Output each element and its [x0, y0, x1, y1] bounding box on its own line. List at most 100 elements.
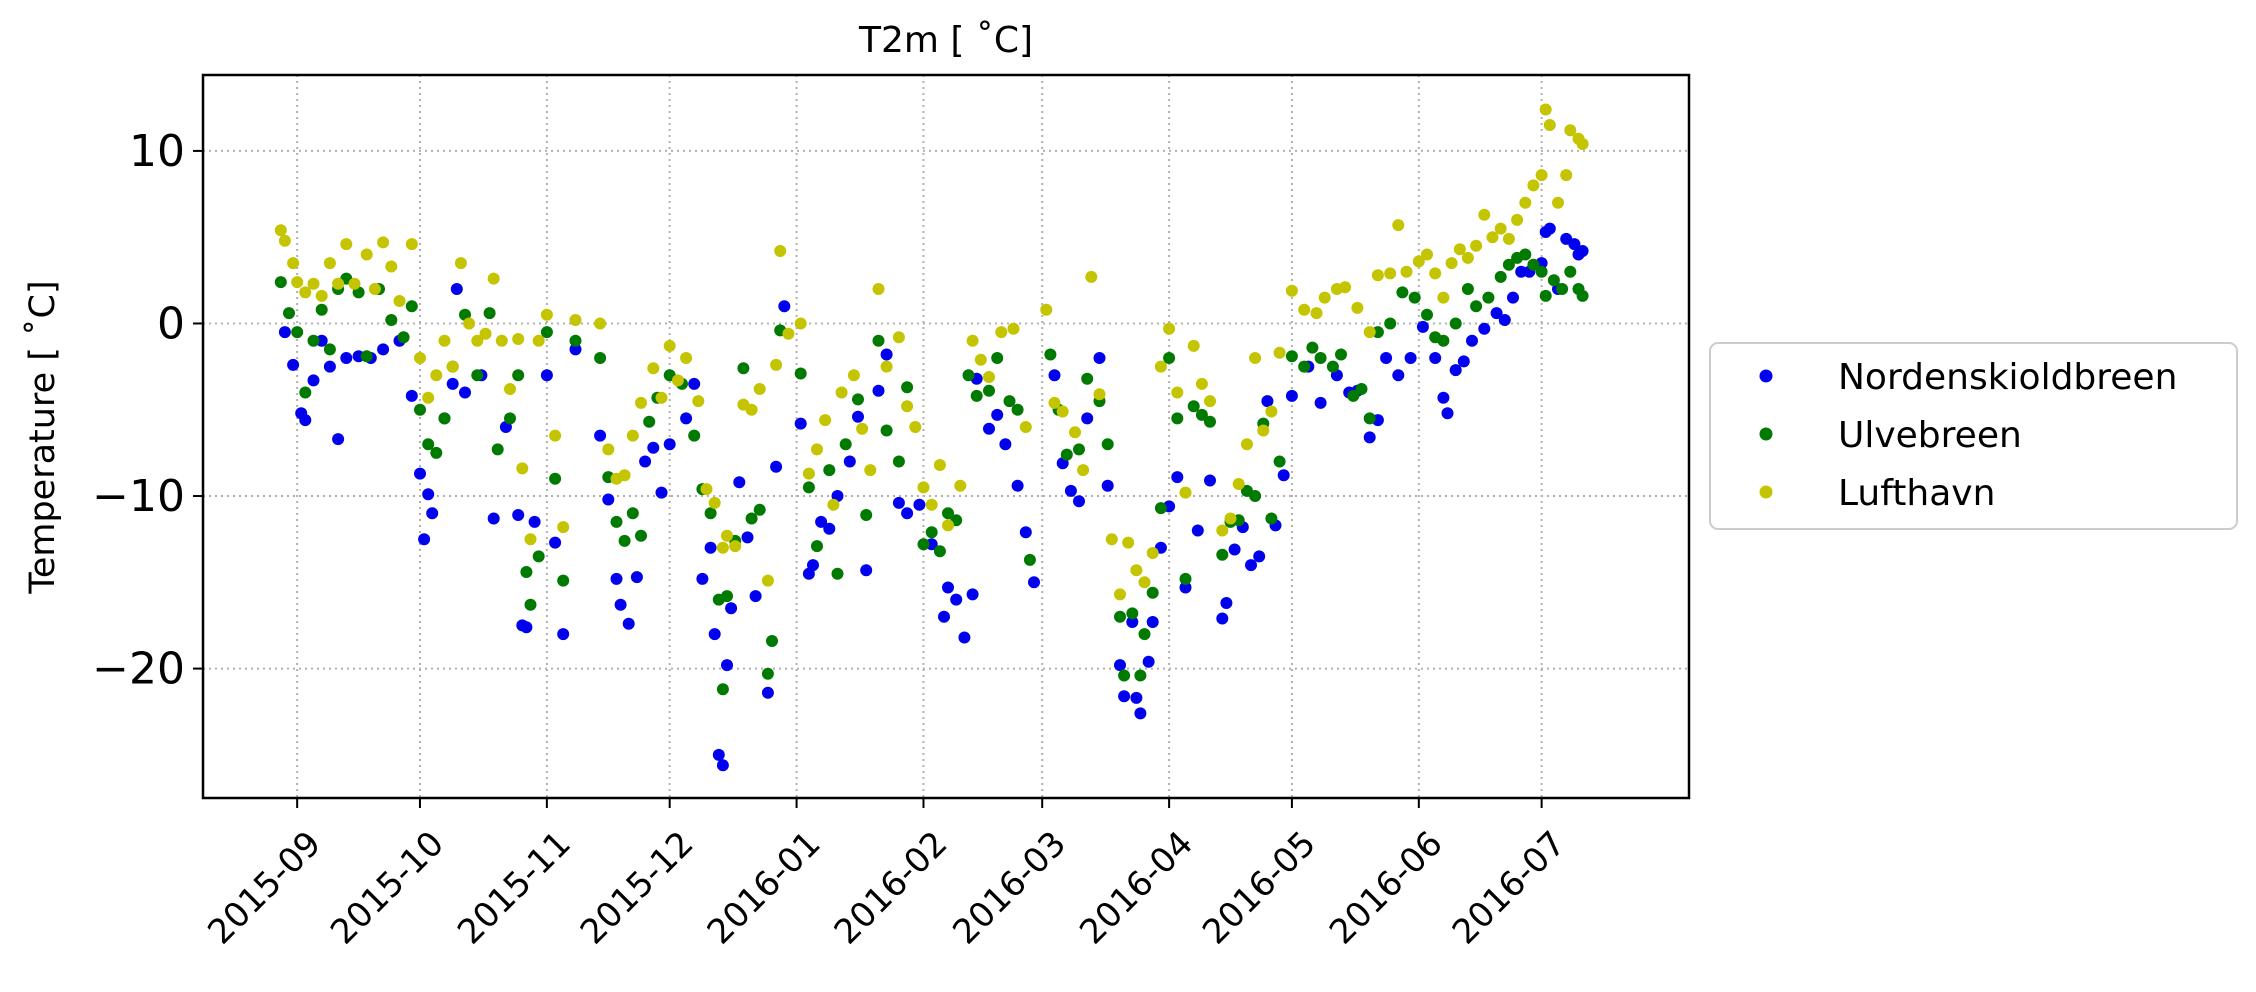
data-point: [807, 559, 819, 572]
data-point: [569, 343, 582, 356]
data-point: [1146, 547, 1159, 559]
data-point: [1539, 289, 1552, 302]
data-point: [1449, 317, 1462, 330]
data-point: [1457, 355, 1470, 368]
data-point: [1285, 284, 1298, 297]
data-point: [1146, 586, 1159, 599]
data-point: [1273, 346, 1286, 359]
data-point: [696, 572, 709, 585]
data-point: [1437, 291, 1450, 304]
data-point: [745, 512, 758, 525]
data-point: [274, 276, 287, 289]
data-point: [1060, 448, 1073, 461]
data-point: [323, 360, 336, 373]
data-point: [761, 667, 774, 680]
data-point: [983, 384, 995, 397]
data-point: [1363, 412, 1376, 425]
data-point: [852, 393, 864, 406]
data-point: [983, 422, 995, 435]
data-point: [299, 386, 312, 399]
data-point: [999, 438, 1012, 451]
data-point: [962, 369, 975, 382]
data-point: [1494, 222, 1507, 235]
data-point: [626, 507, 639, 520]
data-point: [422, 391, 435, 404]
data-point: [1216, 548, 1229, 561]
data-point: [414, 467, 426, 480]
data-point: [454, 257, 467, 270]
data-point: [463, 317, 476, 330]
data-point: [1216, 524, 1229, 537]
data-point: [610, 572, 623, 585]
data-point: [708, 628, 721, 641]
data-point: [872, 334, 885, 347]
data-point: [716, 759, 729, 772]
data-point: [1441, 407, 1454, 420]
data-point: [540, 308, 553, 321]
data-point: [368, 283, 381, 295]
data-point: [1461, 283, 1474, 295]
data-point: [385, 260, 398, 273]
data-point: [1298, 303, 1311, 316]
data-point: [1335, 348, 1347, 361]
data-point: [1519, 248, 1532, 261]
data-point: [1007, 322, 1020, 335]
data-point: [966, 588, 979, 601]
data-point: [1179, 581, 1192, 594]
data-point: [635, 529, 647, 542]
data-point: [1228, 543, 1241, 556]
data-point: [1261, 395, 1274, 408]
data-point: [1478, 322, 1491, 335]
data-point: [1576, 138, 1589, 150]
data-point: [594, 429, 607, 442]
data-point: [1122, 536, 1135, 549]
data-point: [1564, 124, 1577, 137]
data-point: [569, 314, 582, 326]
data-point: [770, 460, 783, 473]
data-point: [299, 286, 312, 299]
data-point: [716, 683, 729, 696]
data-point: [287, 358, 300, 371]
data-point: [704, 507, 717, 520]
data-point: [1191, 524, 1204, 537]
data-point: [1560, 169, 1573, 182]
data-point: [540, 369, 553, 382]
data-point: [1273, 455, 1286, 468]
data-point: [520, 566, 533, 578]
y-tick-label: 0: [157, 298, 185, 349]
legend-marker: [1759, 427, 1773, 441]
data-point: [1179, 572, 1192, 585]
data-point: [909, 421, 922, 433]
data-point: [291, 326, 304, 339]
data-point: [1371, 326, 1384, 339]
data-point: [323, 343, 336, 356]
data-point: [1543, 119, 1556, 131]
data-point: [1298, 360, 1311, 373]
data-point: [1101, 479, 1114, 492]
series-lufthavn: [274, 103, 1589, 601]
data-point: [1077, 464, 1090, 477]
data-point: [1154, 502, 1167, 515]
data-point: [839, 438, 852, 451]
data-point: [737, 362, 750, 375]
data-point: [831, 567, 844, 580]
data-point: [1265, 405, 1278, 418]
data-point: [438, 412, 451, 425]
data-point: [1118, 690, 1131, 703]
grid: [203, 75, 1689, 798]
data-point: [942, 581, 954, 594]
data-point: [925, 498, 938, 511]
data-point: [1011, 479, 1024, 492]
data-point: [847, 369, 860, 382]
data-point: [1093, 388, 1106, 401]
data-point: [1253, 550, 1266, 563]
data-point: [569, 334, 582, 347]
data-point: [610, 515, 623, 528]
plot-frame: [201, 73, 1691, 800]
data-point: [721, 590, 733, 603]
data-point: [1461, 251, 1474, 264]
data-point: [933, 545, 946, 558]
data-point: [1494, 270, 1507, 283]
data-point: [1142, 655, 1155, 668]
data-point: [274, 224, 287, 237]
